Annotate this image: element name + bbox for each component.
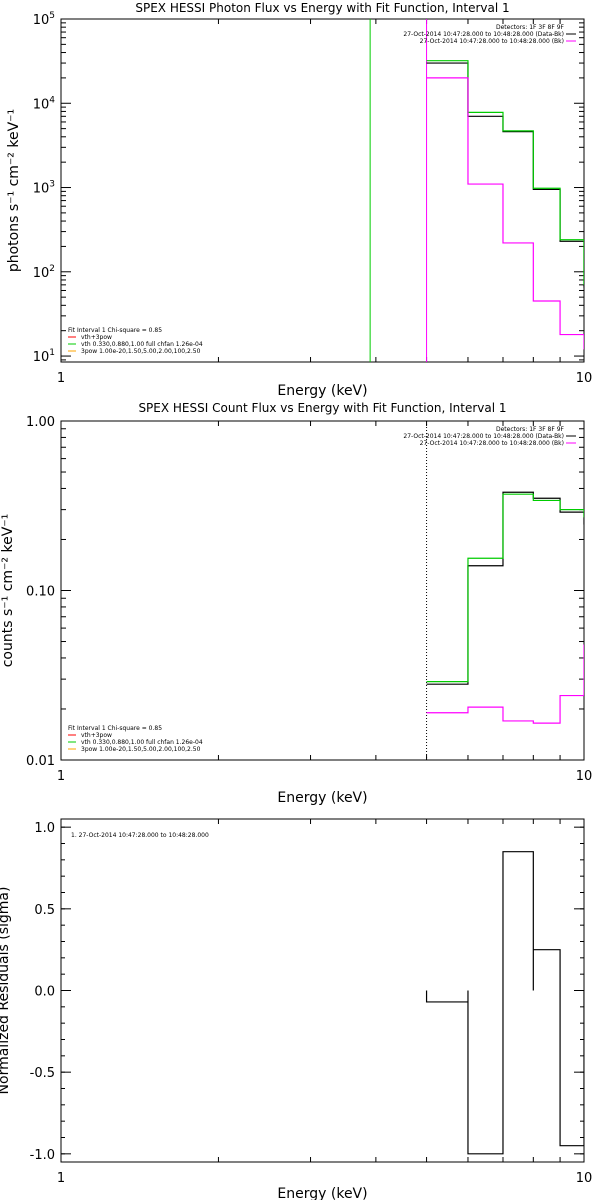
x-tick-label: 1 xyxy=(57,769,65,784)
y-tick-label: -0.5 xyxy=(30,1066,55,1081)
plot-panel-1: SPEX HESSI Photon Flux vs Energy with Fi… xyxy=(6,1,592,399)
y-tick-label: 1.0 xyxy=(34,821,55,836)
series-step-line-2 xyxy=(426,60,584,285)
y-tick-label: -1.0 xyxy=(30,1148,55,1163)
legend-bottom-entry: 3pow 1.00e-20,1.50,5.00,2.00,100,2.50 xyxy=(81,348,201,355)
legend-bottom-entry: vth 0.330,0.880,1.00 full chfan 1.26e-04 xyxy=(81,341,203,348)
y-tick-base: 10 xyxy=(33,350,50,365)
y-tick-exponent: 3 xyxy=(49,180,55,190)
axes-frame xyxy=(60,18,585,363)
x-tick-label: 10 xyxy=(576,371,593,386)
legend-bottom-entry: vth 0.330,0.880,1.00 full chfan 1.26e-04 xyxy=(81,739,203,746)
y-tick-label: 104 xyxy=(33,95,56,112)
series-step-line-3 xyxy=(426,644,584,724)
legend-top-entry: 1. 27-Oct-2014 10:47:28.000 to 10:48:28.… xyxy=(71,832,209,839)
x-tick-label: 10 xyxy=(576,769,593,784)
y-tick-exponent: 1 xyxy=(49,348,55,358)
plot-area xyxy=(425,851,584,1155)
legend-bottom-entry: vth+3pow xyxy=(81,334,112,341)
legend-bottom-entry: 3pow 1.00e-20,1.50,5.00,2.00,100,2.50 xyxy=(81,746,201,753)
plot-area xyxy=(369,19,584,362)
y-tick-label: 102 xyxy=(33,264,55,281)
y-tick-label: 0.0 xyxy=(34,985,55,1000)
series-step-line-1 xyxy=(426,62,584,288)
y-axis-label: Normalized Residuals (sigma) xyxy=(0,887,12,1095)
series-step-line-2 xyxy=(426,493,584,683)
chart-title: SPEX HESSI Photon Flux vs Energy with Fi… xyxy=(135,1,509,15)
legend-top-entry: Detectors: 1F 3F 8F 9F xyxy=(496,426,565,433)
y-tick-base: 10 xyxy=(33,13,50,28)
y-tick-label: 101 xyxy=(33,348,55,365)
y-tick-base: 10 xyxy=(33,97,50,112)
legend-top-entry: 27-Oct-2014 10:47:28.000 to 10:48:28.000… xyxy=(420,38,564,45)
series-step-line-1 xyxy=(426,491,584,685)
y-tick-label: 103 xyxy=(33,180,55,197)
x-axis-label: Energy (keV) xyxy=(277,383,367,399)
y-tick-label: 0.01 xyxy=(26,754,55,769)
y-tick-exponent: 2 xyxy=(49,264,55,274)
legend-top-entry: 27-Oct-2014 10:47:28.000 to 10:48:28.000… xyxy=(403,31,564,38)
y-tick-label: 0.5 xyxy=(34,903,55,918)
x-tick-label: 1 xyxy=(57,371,65,386)
plot-panel-2: SPEX HESSI Count Flux vs Energy with Fit… xyxy=(0,401,592,806)
legend-bottom-entry: vth+3pow xyxy=(81,732,112,739)
x-tick-label: 10 xyxy=(576,1171,593,1186)
legend-bottom-entry: Fit Interval 1 Chi-square = 0.85 xyxy=(68,725,162,732)
y-tick-base: 10 xyxy=(33,182,50,197)
legend-top-entry: 27-Oct-2014 10:47:28.000 to 10:48:28.000… xyxy=(403,433,564,440)
y-tick-exponent: 5 xyxy=(49,11,55,21)
y-tick-base: 10 xyxy=(33,266,50,281)
axes-frame xyxy=(60,420,585,761)
plot-area xyxy=(426,421,584,760)
legend-bottom-entry: Fit Interval 1 Chi-square = 0.85 xyxy=(68,327,162,334)
y-axis-label: photons s⁻¹ cm⁻² keV⁻¹ xyxy=(6,109,22,272)
y-tick-label: 1.00 xyxy=(26,415,55,430)
x-tick-label: 1 xyxy=(57,1171,65,1186)
legend-top-entry: Detectors: 1F 3F 8F 9F xyxy=(496,24,565,31)
x-axis-label: Energy (keV) xyxy=(277,790,367,806)
series-step-line-1 xyxy=(425,851,584,1155)
y-tick-exponent: 4 xyxy=(49,95,55,105)
axes-frame xyxy=(60,818,585,1163)
y-tick-label: 0.10 xyxy=(26,585,55,600)
y-tick-label: 105 xyxy=(33,11,55,28)
y-axis-label: counts s⁻¹ cm⁻² keV⁻¹ xyxy=(0,514,16,668)
x-axis-label: Energy (keV) xyxy=(277,1186,367,1200)
chart-title: SPEX HESSI Count Flux vs Energy with Fit… xyxy=(138,401,506,415)
series-step-line-3 xyxy=(426,77,584,350)
legend-top-entry: 27-Oct-2014 10:47:28.000 to 10:48:28.000… xyxy=(420,440,564,447)
plot-panel-3: 1 10 Energy (keV) 1.0 0.5 0.0 -0.5 -1.0 Normaliz… xyxy=(0,818,593,1202)
